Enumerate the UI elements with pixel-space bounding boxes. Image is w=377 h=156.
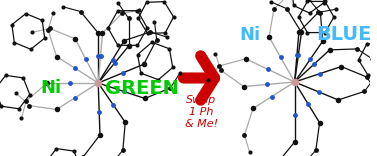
Text: GREEN: GREEN [106, 78, 179, 98]
Text: Swap
1 Ph
& Me!: Swap 1 Ph & Me! [185, 95, 218, 129]
Text: BLUE: BLUE [316, 25, 371, 44]
Text: Ni: Ni [40, 79, 61, 97]
Text: Ni: Ni [240, 26, 261, 44]
